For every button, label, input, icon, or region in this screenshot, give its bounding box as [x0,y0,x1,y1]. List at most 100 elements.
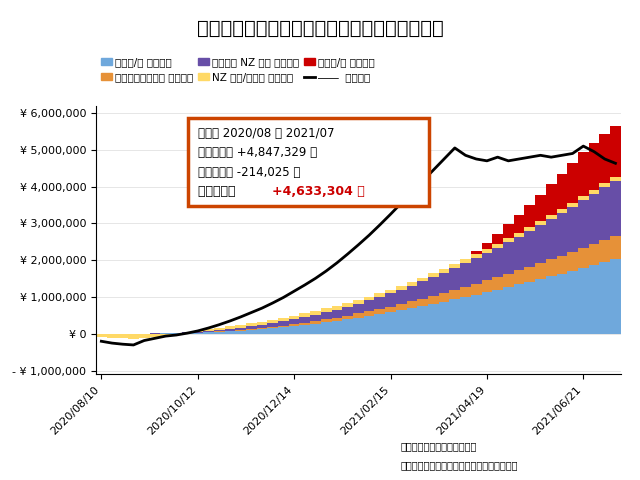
Bar [449,268,460,290]
Bar [171,333,182,334]
Bar [492,277,503,289]
Bar [524,267,535,282]
Bar [439,273,449,293]
Bar [257,328,268,329]
Bar [600,183,610,187]
Bar [406,286,417,301]
Bar [481,292,492,334]
Bar [321,312,332,319]
Bar [225,326,236,329]
Bar [193,331,203,332]
Bar [589,190,600,194]
Bar [557,174,567,209]
Bar [546,184,557,215]
Bar [171,334,182,335]
Bar [417,299,428,306]
Bar [428,304,439,334]
Bar [332,317,342,321]
Bar [546,276,557,334]
Text: 期間： 2020/08 ～ 2021/07: 期間： 2020/08 ～ 2021/07 [198,127,335,140]
Bar [203,332,214,334]
Bar [417,277,428,281]
Bar [589,194,600,244]
Bar [406,282,417,286]
Bar [321,309,332,312]
Bar [374,314,385,334]
Bar [439,301,449,334]
Bar [364,297,374,300]
Bar [600,262,610,334]
Bar [600,187,610,240]
Bar [460,287,471,297]
Bar [481,280,492,292]
Bar [374,293,385,297]
Bar [193,332,203,333]
Bar [417,281,428,299]
Bar [503,287,514,334]
Bar [449,264,460,268]
Bar [310,315,321,321]
Bar [150,334,160,337]
Bar [535,279,546,334]
Bar [374,309,385,314]
Bar [578,152,589,196]
Bar [246,326,257,329]
Bar [225,331,236,334]
Bar [610,259,621,334]
Bar [535,221,546,225]
Bar [289,319,300,324]
Bar [492,248,503,277]
Text: コンサルトラリピの週次報告（ナローレンジ）: コンサルトラリピの週次報告（ナローレンジ） [196,19,444,38]
Bar [578,248,589,268]
Bar [385,312,396,334]
Bar [321,319,332,322]
Bar [535,225,546,263]
Bar [246,330,257,334]
Bar [406,308,417,334]
Bar [492,244,503,248]
Bar [460,263,471,287]
Bar [96,334,107,337]
Bar [321,322,332,334]
Bar [610,126,621,177]
Bar [300,323,310,325]
Bar [364,312,374,316]
Bar [417,306,428,334]
Bar [128,334,139,339]
Bar [214,328,225,330]
Bar [567,252,578,271]
Bar [300,313,310,317]
Bar [557,274,567,334]
Bar [289,315,300,319]
Bar [396,310,406,334]
Bar [353,317,364,334]
Bar [257,322,268,325]
Bar [524,231,535,267]
Bar [567,203,578,207]
Bar [385,289,396,293]
Bar [310,324,321,334]
Bar [439,269,449,273]
Bar [246,323,257,326]
Bar [385,293,396,307]
Bar [268,328,278,334]
Bar [385,307,396,312]
Bar [471,284,481,295]
Bar [546,259,557,276]
Bar [374,297,385,309]
Bar [257,329,268,334]
Bar [428,273,439,277]
Bar [257,325,268,328]
Bar [289,324,300,326]
Bar [268,327,278,328]
Bar [342,319,353,334]
Bar [139,334,150,337]
Bar [332,321,342,334]
Bar [503,274,514,287]
Bar [471,252,481,254]
Bar [535,263,546,279]
Text: 評価損益： -214,025 円: 評価損益： -214,025 円 [198,166,301,179]
Bar [214,330,225,331]
Bar [600,134,610,183]
Bar [364,300,374,312]
